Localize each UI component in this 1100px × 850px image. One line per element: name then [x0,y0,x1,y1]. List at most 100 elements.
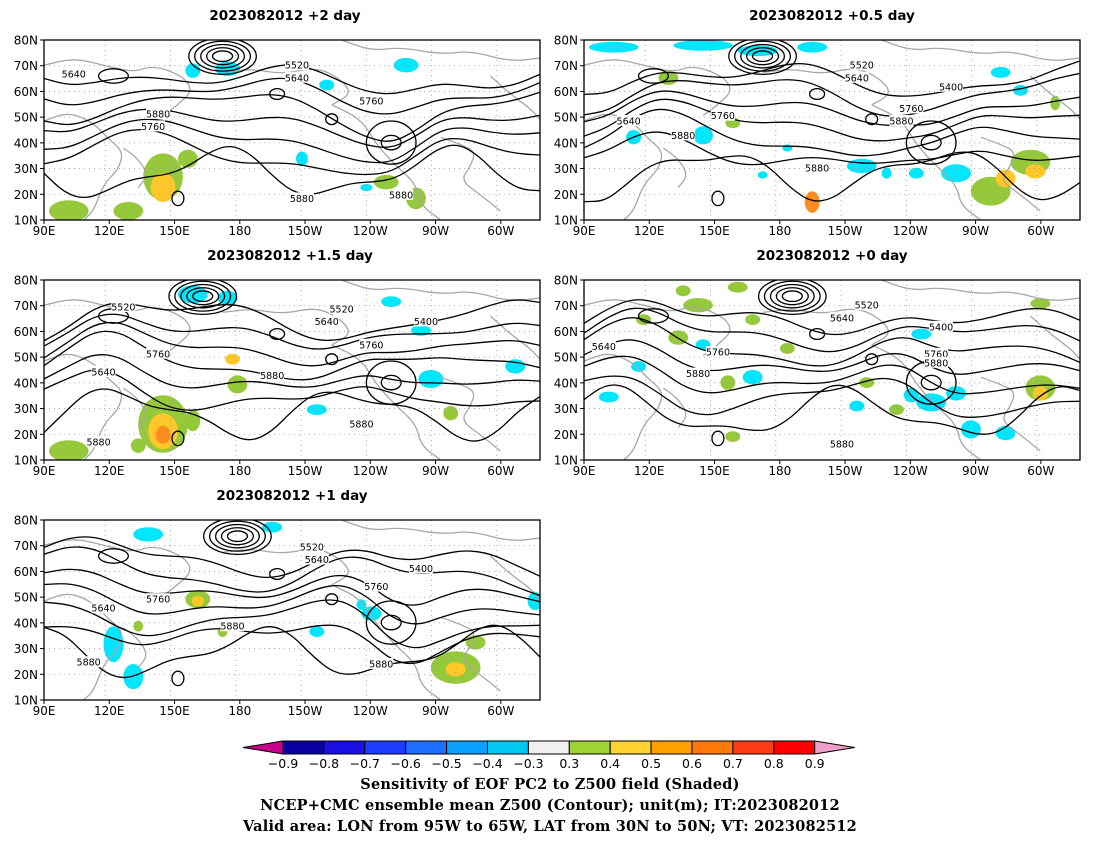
sensitivity-shade [150,173,176,203]
contour-label-bg [76,656,101,668]
contour-label: 5760 [359,340,383,351]
coastline [881,40,1080,61]
coastline [44,299,191,357]
contour-label-bg [349,418,374,429]
lon-tick-label: 60W [487,464,514,478]
contour-label: 5880 [349,420,373,431]
z500-contour [584,72,1080,117]
lat-tick-label: 20N [14,668,38,682]
colorbar-tick-label: 0.9 [805,756,825,771]
sensitivity-shade [133,620,144,632]
z500-closed-contour [809,327,826,341]
lon-tick-label: 90W [962,224,989,238]
lon-tick-label: 180 [228,224,251,238]
z500-low-contour [208,520,266,552]
colorbar-tick-label: −0.7 [350,756,380,771]
lon-tick-label: 120E [94,224,125,238]
contour-label: 5760 [141,122,165,133]
sensitivity-shade [631,361,646,372]
sensitivity-shade [356,599,367,610]
panel-frame [43,279,541,461]
caption-line-2: NCEP+CMC ensemble mean Z500 (Contour); u… [260,797,840,814]
contour-label-bg [111,301,136,312]
z500-closed-contour [920,374,942,391]
contour-label: 5760 [146,349,170,360]
lat-tick-label: 30N [14,642,38,656]
sensitivity-shade [725,431,741,442]
sensitivity-shade [673,40,733,51]
z500-low-contour [192,290,214,303]
contour-label: 5760 [146,595,170,606]
coastline [440,616,501,692]
contour-label-bg [61,68,86,80]
contour-label: 5880 [671,131,695,142]
lat-tick-label: 30N [554,162,578,176]
lon-tick-label: 150W [288,224,323,238]
sensitivity-shade [849,400,865,412]
lat-tick-label: 70N [14,59,38,73]
lat-tick-label: 80N [14,34,38,48]
contour-label: 5640 [845,73,869,84]
sensitivity-shade [804,191,820,213]
lat-tick-label: 80N [14,274,38,288]
z500-closed-contour [809,87,826,101]
contour-label-bg [924,356,949,368]
z500-low-contour [226,530,249,543]
panel-title: 2023082012 +0.5 day [749,8,915,24]
coastline [331,104,442,220]
panel-frame [583,279,1081,461]
z500-closed-contour [269,567,286,581]
sensitivity-shade [1032,386,1048,401]
z500-contour [44,536,540,579]
colorbar-bin [364,740,407,755]
coastline [341,40,540,61]
contour-label: 5520 [300,543,324,554]
contour-label: 5880 [830,439,854,450]
sensitivity-shade [720,375,736,390]
sensitivity-shade [185,63,201,78]
contour-label-bg [304,553,329,565]
z500-contour [584,131,1080,166]
lon-tick-label: 180 [228,704,251,718]
contour-label-bg [408,562,433,574]
lon-tick-label: 180 [228,464,251,478]
sensitivity-shade [995,169,1016,188]
contour-label: 5880 [220,622,244,633]
z500-closed-contour [325,113,339,126]
contour-label: 5880 [686,369,710,380]
sensitivity-shade [675,285,691,297]
z500-low-contour [214,523,260,549]
contour-label-bg [369,658,394,669]
z500-low-contour [200,43,246,69]
coastline [341,520,540,541]
contour-label: 5880 [889,117,913,128]
z500-contour [584,355,1080,395]
contour-label: 5640 [91,604,115,615]
z500-closed-contour [905,120,957,165]
contour-label: 5640 [305,555,329,566]
coastline [1029,315,1080,360]
coastline [980,376,1041,452]
coastline [341,280,540,301]
z500-closed-contour [380,614,402,631]
contour-label: 5640 [315,317,339,328]
contour-label-bg [671,129,696,141]
contour-label: 5640 [830,313,854,324]
z500-closed-contour [325,593,339,606]
contour-label-bg [220,620,245,632]
contour-label: 5520 [111,303,135,314]
lon-tick-label: 120W [893,224,928,238]
coastline [762,68,889,106]
colorbar-bin [650,740,693,755]
z500-closed-contour [865,353,879,366]
sensitivity-shade [757,171,768,179]
lon-tick-label: 150E [159,464,190,478]
colorbar-tick-label: −0.9 [268,756,298,771]
lat-tick-label: 50N [14,591,38,605]
colorbar-tick-label: 0.6 [682,756,702,771]
z500-contour [44,354,540,389]
coastline [44,59,191,117]
contour-label-bg [146,347,171,359]
lat-tick-label: 10N [14,694,38,708]
